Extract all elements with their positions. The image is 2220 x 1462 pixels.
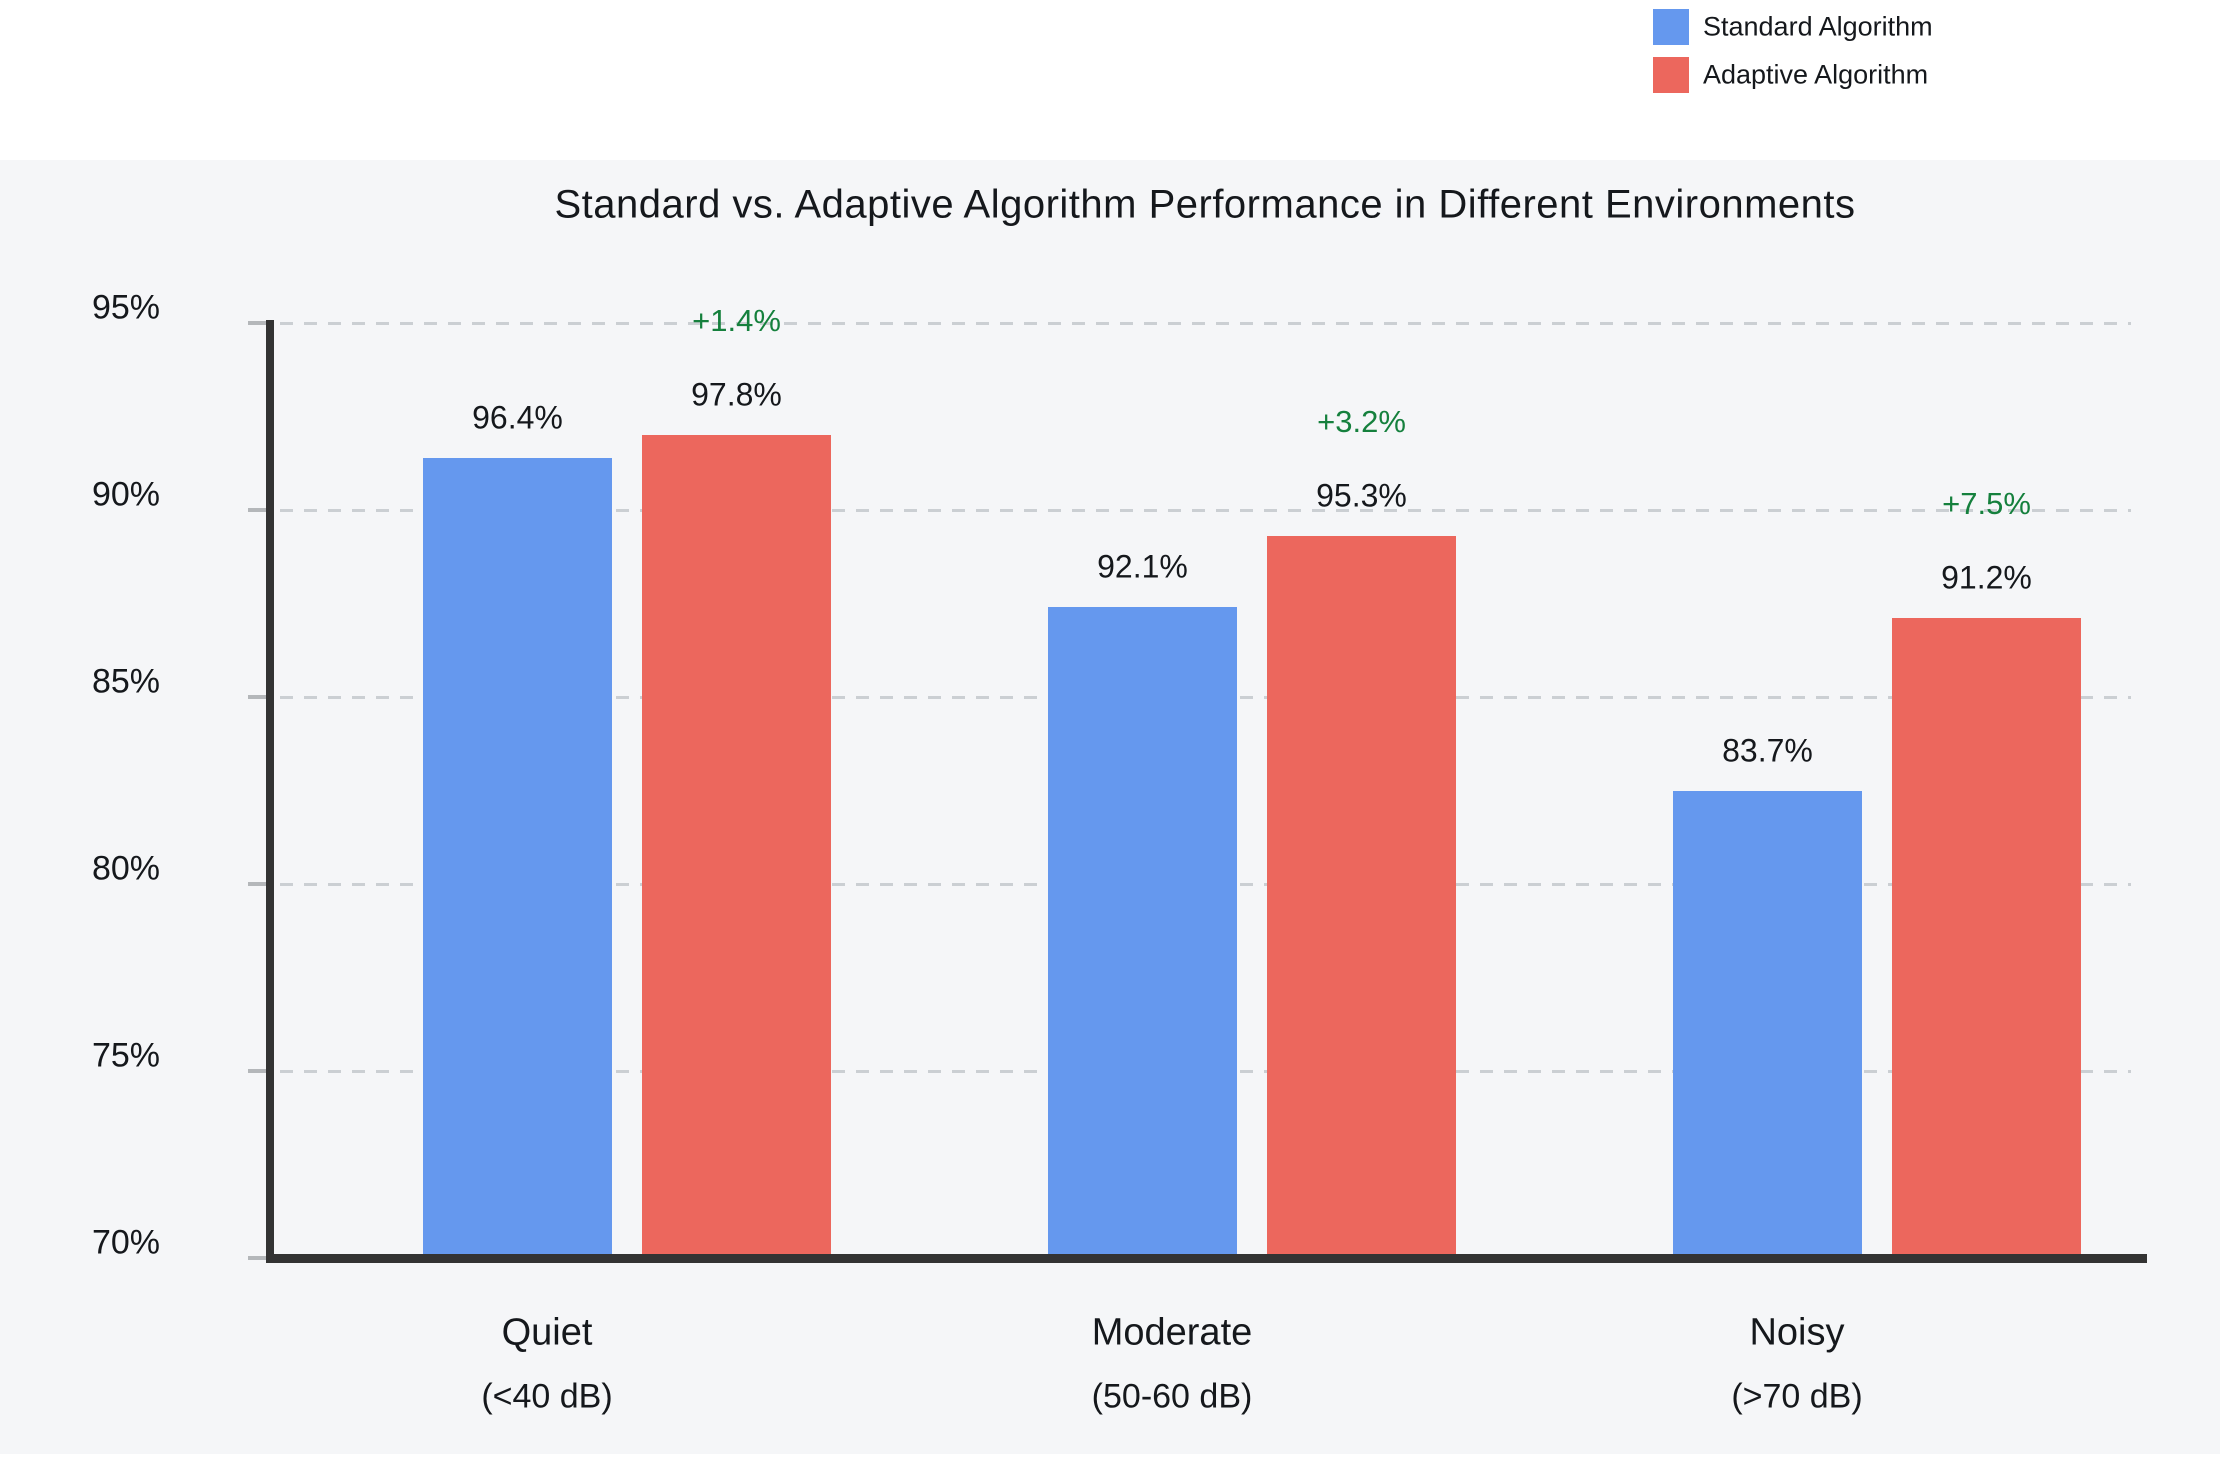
bar-standard-quiet xyxy=(423,457,612,1262)
gridline xyxy=(280,322,2131,325)
bar-value-label-standard-noisy: 83.7% xyxy=(1722,732,1813,768)
chart-title: Standard vs. Adaptive Algorithm Performa… xyxy=(554,182,1856,227)
x-axis-category-sublabel-quiet: (<40 dB) xyxy=(481,1377,613,1416)
improvement-label-moderate: +3.2% xyxy=(1317,404,1406,440)
bar-value-label-standard-quiet: 96.4% xyxy=(472,399,563,436)
bar-value-label-adaptive-noisy: 91.2% xyxy=(1941,559,2032,596)
x-axis-category-label-moderate: Moderate xyxy=(1091,1311,1253,1354)
gridline xyxy=(280,509,2131,512)
legend-label-standard: Standard Algorithm xyxy=(1703,11,1933,42)
x-axis-line xyxy=(266,1254,2147,1263)
improvement-label-noisy: +7.5% xyxy=(1942,486,2031,522)
y-axis-line xyxy=(266,320,274,1263)
legend-swatch-adaptive xyxy=(1653,57,1689,93)
bar-value-label-standard-moderate: 92.1% xyxy=(1097,548,1188,585)
y-axis-tick xyxy=(248,882,268,886)
y-axis-tick xyxy=(248,508,268,512)
y-axis-tick-label: 90% xyxy=(91,475,160,514)
bar-adaptive-quiet xyxy=(642,435,831,1262)
x-axis-category-label-noisy: Noisy xyxy=(1749,1311,1845,1354)
bar-standard-moderate xyxy=(1048,607,1237,1262)
bar-value-label-adaptive-quiet: 97.8% xyxy=(691,376,782,413)
bar-standard-noisy xyxy=(1673,790,1862,1262)
y-axis-tick xyxy=(248,1069,268,1073)
y-axis-tick-label: 85% xyxy=(91,662,160,701)
y-axis-tick-label: 95% xyxy=(91,288,160,327)
legend-label-adaptive: Adaptive Algorithm xyxy=(1703,59,1929,90)
y-axis-tick-label: 80% xyxy=(91,849,160,888)
bar-adaptive-moderate xyxy=(1267,536,1456,1262)
y-axis-tick-label: 75% xyxy=(91,1036,160,1075)
x-axis-category-label-quiet: Quiet xyxy=(501,1311,593,1354)
bar-adaptive-noisy xyxy=(1892,618,2081,1262)
y-axis-tick xyxy=(248,695,268,699)
x-axis-category-sublabel-noisy: (>70 dB) xyxy=(1731,1377,1863,1416)
y-axis-tick-label: 70% xyxy=(91,1223,160,1262)
x-axis-category-sublabel-moderate: (50-60 dB) xyxy=(1091,1377,1253,1416)
chart-legend: Standard Algorithm Adaptive Algorithm xyxy=(0,0,2220,110)
y-axis-tick xyxy=(248,321,268,325)
y-axis-tick xyxy=(248,1256,268,1260)
legend-swatch-standard xyxy=(1653,9,1689,45)
bar-value-label-adaptive-moderate: 95.3% xyxy=(1316,477,1407,514)
improvement-label-quiet: +1.4% xyxy=(692,303,781,339)
